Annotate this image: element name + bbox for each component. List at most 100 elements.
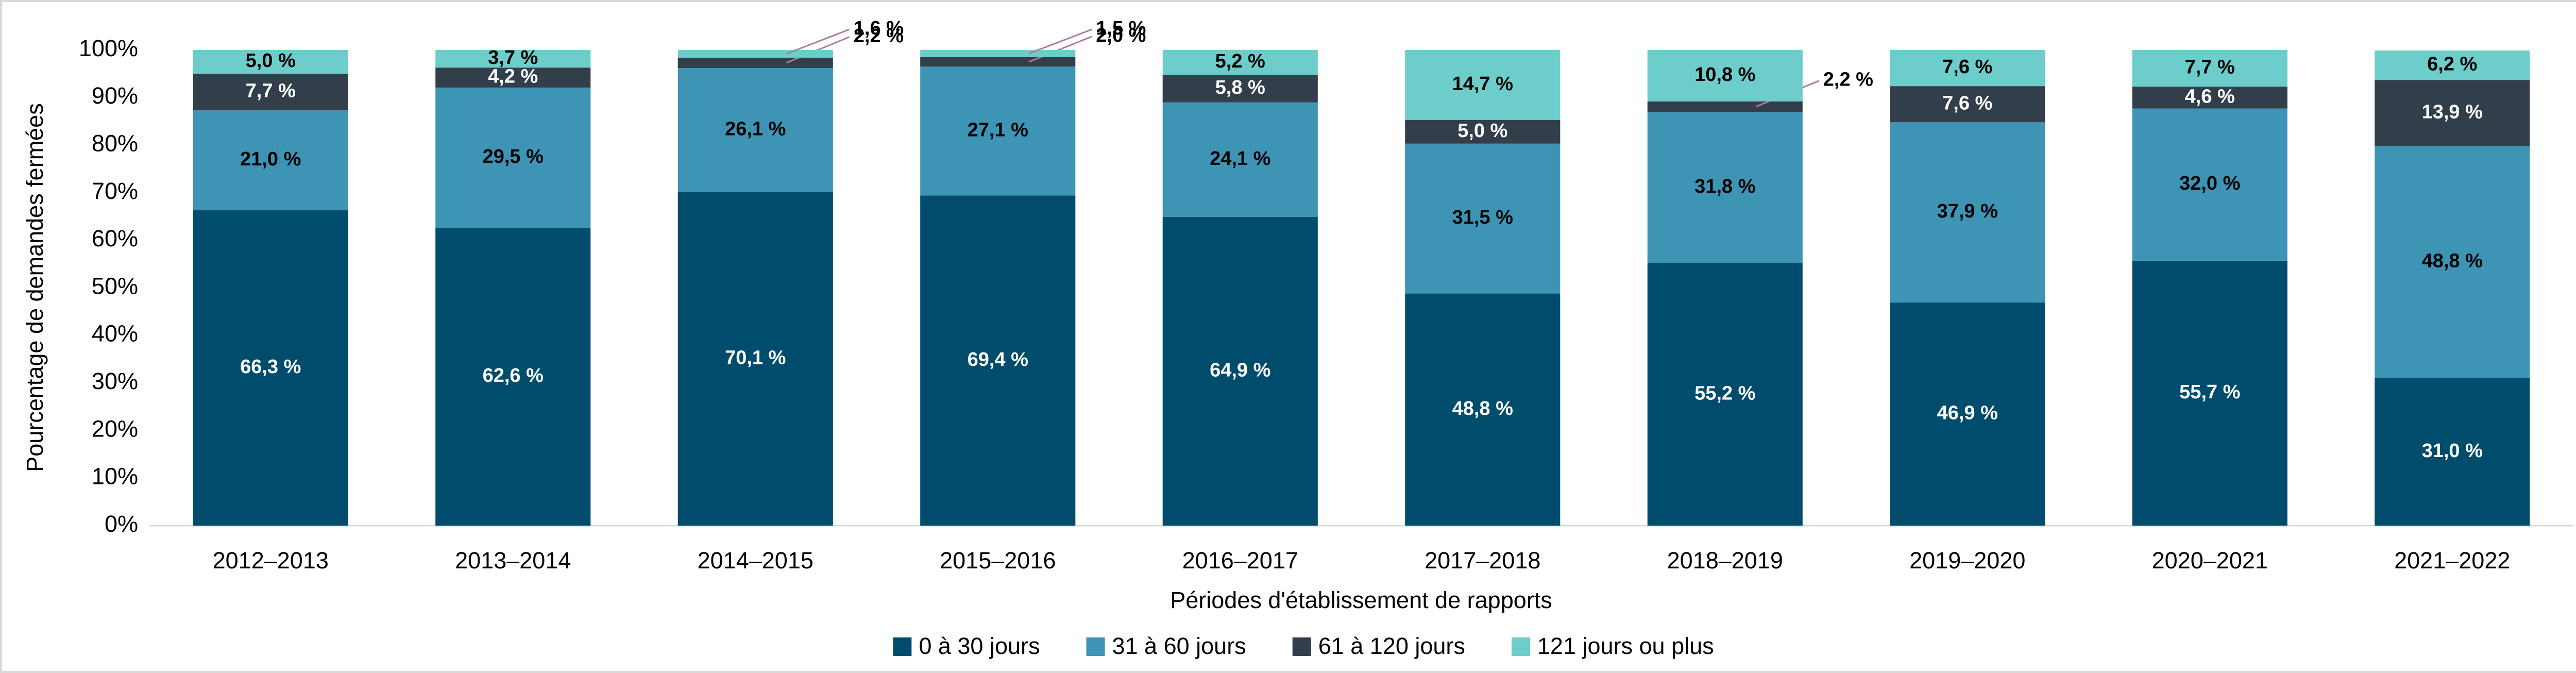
bar-segment [193,74,348,111]
value-label: 24,1 % [1210,148,1270,170]
bar-segment [1647,111,1803,263]
bar-segment [1890,302,2045,526]
value-label: 29,5 % [483,146,544,167]
value-label: 2,2 % [854,25,904,47]
callout-line [786,36,850,64]
value-label: 32,0 % [2179,173,2240,194]
bar-segment [677,57,833,69]
value-label: 7,6 % [1942,92,1992,114]
bar-segment [920,66,1076,196]
y-tick-label: 20% [92,415,138,442]
value-label: 5,8 % [1215,77,1265,98]
value-label: 70,1 % [725,347,786,369]
callout-line [1028,28,1092,55]
bar-segment [193,50,348,74]
bar-segment [1647,50,1803,102]
callout-line [1028,36,1092,63]
bar-segment [2375,50,2530,80]
y-tick-label: 60% [92,225,138,251]
value-label: 31,0 % [2422,440,2483,462]
y-tick-label: 90% [92,82,138,109]
value-label: 14,7 % [1452,73,1513,95]
x-tick-label: 2020–2021 [2152,547,2268,574]
bar-segment [1162,102,1318,217]
bar-segment [435,50,591,68]
x-tick-label: 2016–2017 [1182,547,1298,574]
y-tick-label: 80% [92,130,138,156]
legend-swatch [893,637,912,656]
bar-segment [435,87,591,228]
y-tick-label: 100% [79,35,138,61]
y-tick-label: 10% [92,463,138,490]
value-label: 26,1 % [725,119,786,140]
x-axis-title: Périodes d'établissement de rapports [1170,587,1552,613]
bar-segment [1162,74,1318,103]
value-label: 66,3 % [240,356,301,378]
y-tick-label: 40% [92,321,138,347]
value-label: 31,8 % [1694,176,1755,197]
value-label: 69,4 % [968,349,1028,371]
bar-segment [677,192,833,526]
bar-segment [2375,378,2530,526]
value-label: 55,2 % [1694,382,1755,404]
bar-segment [1405,143,1561,294]
x-tick-label: 2014–2015 [698,547,814,574]
legend-label: 121 jours ou plus [1537,633,1714,659]
bar-segment [1647,101,1803,112]
value-label: 1,6 % [854,18,904,39]
bar-segment [435,228,591,526]
y-axis-title: Pourcentage de demandes fermées [22,103,48,472]
value-label: 21,0 % [240,148,301,170]
bar-segment [2375,146,2530,378]
y-tick-label: 50% [92,273,138,299]
x-tick-label: 2021–2022 [2394,547,2510,574]
bar-segment [920,57,1076,67]
bar-segment [920,195,1076,526]
bar-segment [1405,50,1561,120]
bar-segment [1890,86,2045,123]
value-label: 2,0 % [1096,25,1146,46]
x-tick-label: 2013–2014 [455,547,571,574]
value-label: 5,2 % [1215,51,1265,72]
bar-segment [2132,260,2287,526]
legend-label: 0 à 30 jours [919,633,1040,659]
y-tick-label: 30% [92,368,138,394]
value-label: 5,0 % [1458,120,1507,142]
bar-segment [2375,80,2530,146]
value-label: 7,7 % [2185,57,2235,78]
value-label: 13,9 % [2422,101,2483,123]
value-label: 7,6 % [1942,56,1992,78]
x-tick-label: 2019–2020 [1909,547,2025,574]
bar-segment [2132,50,2287,87]
bar-segment [677,50,833,58]
bar-segment [1405,293,1561,526]
value-label: 64,9 % [1210,360,1270,381]
x-tick-label: 2017–2018 [1425,547,1540,574]
bar-segment [435,68,591,88]
legend-label: 31 à 60 jours [1112,633,1246,659]
value-label: 1,5 % [1096,18,1146,39]
bar-segment [920,50,1076,57]
callout-line [786,28,850,55]
bar-segment [1405,120,1561,144]
value-label: 27,1 % [968,119,1028,141]
value-label: 55,7 % [2179,381,2240,403]
bar-segment [2132,87,2287,109]
legend-swatch [1086,637,1105,656]
legend-swatch [1292,637,1311,656]
value-label: 4,2 % [488,66,538,88]
value-label: 62,6 % [483,365,544,386]
value-label: 5,0 % [246,50,296,72]
bar-segment [1162,216,1318,526]
bar-segment [1162,50,1318,75]
x-tick-label: 2018–2019 [1667,547,1783,574]
value-label: 48,8 % [1452,398,1513,419]
legend-swatch [1511,637,1530,656]
value-label: 37,9 % [1937,200,1998,222]
bar-segment [193,210,348,526]
x-tick-label: 2012–2013 [213,547,329,574]
y-tick-label: 0% [105,511,138,537]
y-tick-label: 70% [92,178,138,204]
value-label: 46,9 % [1937,402,1998,424]
